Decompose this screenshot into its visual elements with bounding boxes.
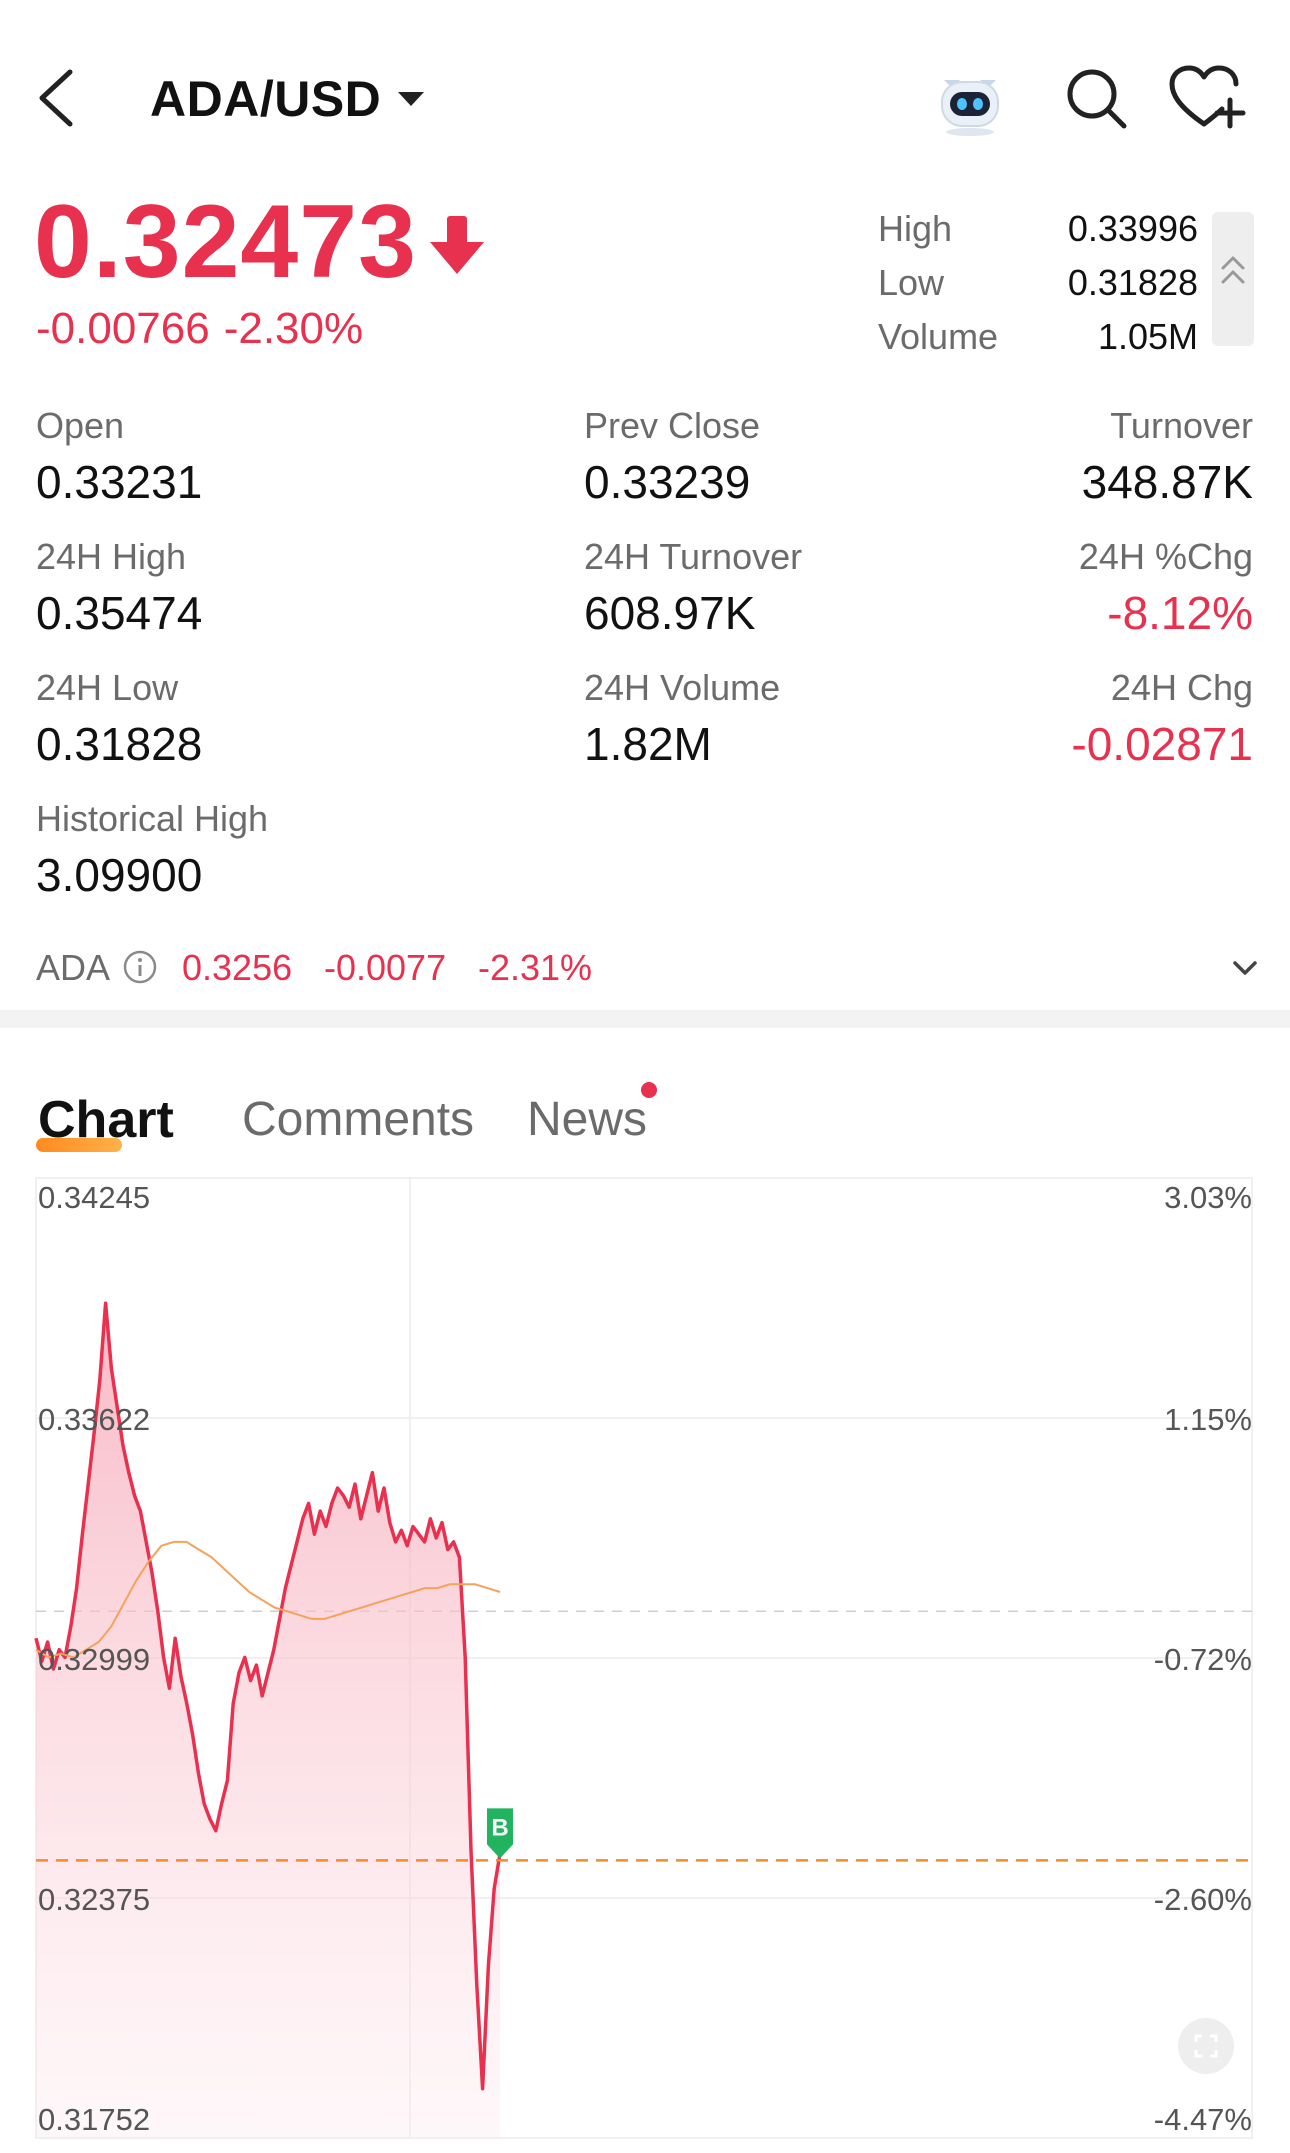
- stat-value: 3.09900: [36, 849, 203, 901]
- assistant-robot-button[interactable]: [930, 58, 1010, 138]
- collapse-button[interactable]: [1212, 212, 1254, 346]
- stat-value: 348.87K: [1081, 456, 1253, 508]
- stat-label: Turnover: [1110, 405, 1253, 446]
- stat-value: 1.82M: [584, 718, 712, 770]
- stat-24h-pct-change: 24H %Chg -8.12%: [1079, 535, 1253, 641]
- buy-marker-label: B: [491, 1814, 508, 1841]
- heart-plus-icon: [1169, 65, 1246, 129]
- price-change: -0.00766 -2.30%: [36, 304, 377, 354]
- stat-24h-turnover: 24H Turnover 608.97K: [584, 535, 802, 641]
- tab-news[interactable]: News: [527, 1093, 648, 1146]
- y-tick-label-right: 1.15%: [1164, 1402, 1252, 1437]
- stat-label: Open: [36, 405, 125, 446]
- underlying-change: -0.0077: [324, 947, 447, 988]
- stat-value: -0.02871: [1071, 718, 1253, 770]
- stat-value: 0.31828: [36, 718, 203, 770]
- y-tick-label-left: 0.34245: [38, 1180, 150, 1215]
- low-label: Low: [878, 262, 945, 303]
- y-tick-label-right: -2.60%: [1154, 1882, 1252, 1917]
- y-tick-label-left: 0.32375: [38, 1882, 150, 1917]
- stat-label: 24H Low: [36, 667, 179, 708]
- stat-label: Historical High: [36, 798, 269, 839]
- info-icon[interactable]: [122, 949, 158, 985]
- price-chart[interactable]: B 0.34245 3.03% 0.33622 1.15% 0.32999 -0.72% 0…: [0, 1170, 1290, 2148]
- stat-label: 24H High: [36, 536, 187, 577]
- stat-label: 24H %Chg: [1078, 536, 1253, 577]
- stat-label: 24H Turnover: [584, 536, 803, 577]
- volume-label: Volume: [878, 316, 999, 357]
- expand-icon: [1194, 2034, 1218, 2058]
- change-value: -0.00766: [36, 304, 210, 353]
- y-tick-label-left: 0.33622: [38, 1402, 150, 1437]
- stat-value: 0.33231: [36, 456, 203, 508]
- stat-value: 0.33239: [584, 456, 751, 508]
- change-percent: -2.30%: [223, 304, 364, 353]
- add-watchlist-button[interactable]: [1168, 62, 1246, 132]
- fullscreen-button[interactable]: [1178, 2018, 1234, 2074]
- double-chevron-up-icon: [1221, 256, 1245, 284]
- stat-24h-low: 24H Low 0.31828: [36, 666, 202, 772]
- stat-label: 24H Chg: [1110, 667, 1253, 708]
- tab-comments[interactable]: Comments: [242, 1093, 475, 1146]
- chart-canvas[interactable]: B 0.34245 3.03% 0.33622 1.15% 0.32999 -0.72% 0…: [0, 1170, 1290, 2148]
- price-line: [34, 1301, 502, 2091]
- stat-label: Prev Close: [584, 405, 761, 446]
- underlying-change-percent: -2.31%: [478, 947, 593, 988]
- active-tab-indicator: [36, 1138, 122, 1152]
- pair-selector[interactable]: ADA/USD: [150, 71, 382, 127]
- stat-historical-high: Historical High 3.09900: [36, 797, 268, 903]
- stat-open: Open 0.33231: [36, 404, 202, 510]
- stat-24h-volume: 24H Volume 1.82M: [584, 666, 780, 772]
- caret-down-icon[interactable]: [398, 92, 424, 106]
- search-icon: [1067, 69, 1127, 129]
- underlying-quote-row[interactable]: ADA 0.3256 -0.0077 -2.31%: [36, 945, 1257, 995]
- y-tick-label-right: 3.03%: [1164, 1180, 1252, 1215]
- stat-value: 0.35474: [36, 587, 203, 639]
- buy-marker: [487, 1808, 513, 1859]
- high-value: 0.33996: [1067, 208, 1198, 249]
- price-area: [36, 1303, 500, 2138]
- stat-value: 608.97K: [584, 587, 756, 639]
- header: ADA/USD: [0, 0, 1290, 190]
- high-low-volume-panel: High 0.33996 Low 0.31828 Volume 1.05M: [878, 208, 1198, 370]
- section-divider: [0, 1010, 1290, 1028]
- back-arrow-icon: [39, 69, 73, 127]
- down-arrow-icon: [430, 216, 484, 274]
- underlying-label: ADA: [36, 947, 111, 988]
- stat-label: 24H Volume: [584, 667, 781, 708]
- low-value: 0.31828: [1067, 262, 1198, 303]
- stat-value: -8.12%: [1107, 587, 1253, 639]
- news-notification-dot: [641, 1082, 657, 1098]
- moving-average-line: [35, 1540, 501, 1659]
- underlying-price: 0.3256: [182, 947, 293, 988]
- y-tick-label-right: -4.47%: [1154, 2102, 1252, 2137]
- stat-turnover: Turnover 348.87K: [1082, 404, 1253, 510]
- stat-24h-change: 24H Chg -0.02871: [1071, 666, 1253, 772]
- volume-value: 1.05M: [1097, 316, 1198, 357]
- search-button[interactable]: [1062, 64, 1130, 132]
- back-button[interactable]: [30, 62, 90, 132]
- y-tick-label-right: -0.72%: [1154, 1642, 1252, 1677]
- y-tick-label-left: 0.31752: [38, 2102, 150, 2137]
- stat-24h-high: 24H High 0.35474: [36, 535, 202, 641]
- tab-bar: Chart Comments News: [0, 1080, 1290, 1170]
- stat-prev-close: Prev Close 0.33239: [584, 404, 760, 510]
- chevron-down-icon[interactable]: [1228, 951, 1262, 985]
- y-tick-label-left: 0.32999: [38, 1642, 150, 1677]
- high-label: High: [878, 208, 953, 249]
- last-price: 0.32473: [34, 184, 417, 300]
- robot-icon: [941, 80, 999, 136]
